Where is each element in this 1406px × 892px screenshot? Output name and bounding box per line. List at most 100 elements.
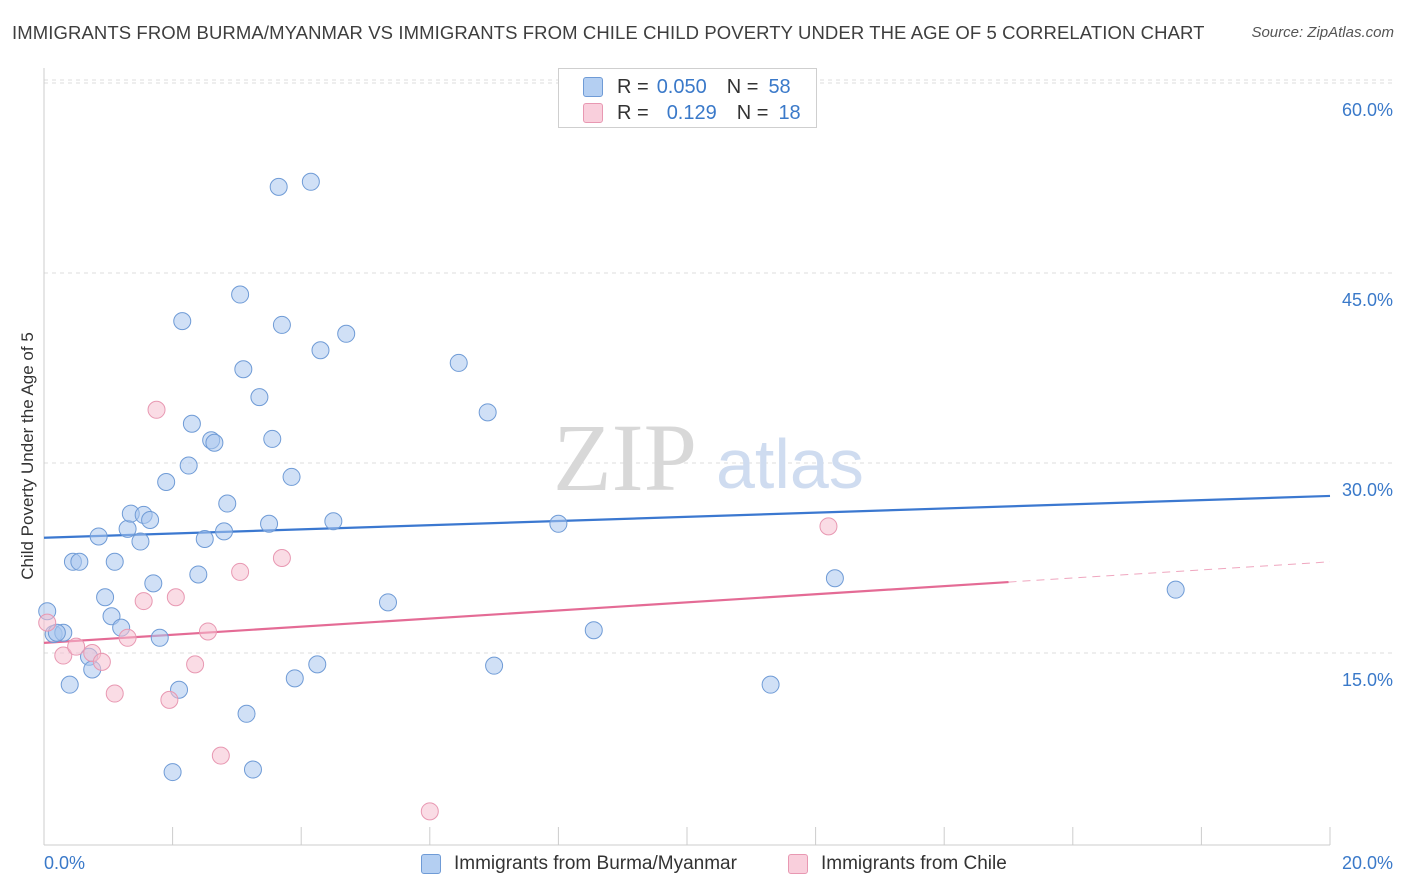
point-chile	[147, 400, 166, 419]
legend-r-value: 0.050	[656, 75, 707, 98]
legend-n-value: 18	[778, 101, 801, 124]
point-burma	[761, 675, 780, 694]
point-burma	[70, 552, 89, 571]
bottom-legend-label: Immigrants from Chile	[821, 853, 1007, 874]
point-burma	[285, 669, 304, 688]
point-burma	[324, 512, 343, 531]
point-burma	[269, 177, 288, 196]
watermark: ZIP atlas	[553, 404, 864, 511]
point-burma	[584, 621, 603, 640]
legend-r-value: 0.129	[666, 101, 717, 124]
bottom-legend-swatch-blue-icon	[421, 854, 441, 874]
point-burma	[189, 565, 208, 584]
point-burma	[89, 527, 108, 546]
point-chile	[166, 588, 185, 607]
trend-line-burma	[43, 494, 1331, 539]
point-burma	[157, 473, 176, 491]
x-tick-label: 0.0%	[44, 853, 85, 873]
point-burma	[1166, 580, 1185, 599]
point-burma	[118, 519, 137, 538]
point-burma	[308, 655, 327, 674]
legend-n-label: N =	[736, 101, 769, 124]
point-burma	[272, 315, 291, 334]
axes	[43, 68, 1331, 846]
x-tick-label: 20.0%	[1342, 853, 1393, 873]
point-burma	[141, 511, 160, 529]
point-burma	[215, 522, 234, 541]
tick-labels: 15.0% 30.0% 45.0% 60.0% 0.0% 20.0%	[44, 100, 1393, 873]
point-chile	[118, 628, 137, 647]
legend-r-label: R =	[617, 75, 649, 98]
point-chile	[54, 646, 73, 665]
point-chile	[819, 517, 838, 536]
chart-title: IMMIGRANTS FROM BURMA/MYANMAR VS IMMIGRA…	[12, 22, 1205, 43]
point-burma	[311, 341, 330, 360]
data-points	[38, 172, 1185, 821]
point-burma	[105, 552, 124, 571]
point-chile	[272, 549, 291, 567]
point-burma	[549, 514, 568, 533]
legend-row-chile: R = 0.129 N = 18	[583, 100, 801, 126]
point-burma	[250, 388, 269, 407]
point-burma	[337, 324, 356, 343]
point-burma	[195, 530, 214, 548]
point-burma	[449, 353, 468, 372]
point-burma	[163, 763, 182, 782]
bottom-legend-burma: Immigrants from Burma/Myanmar	[421, 852, 737, 876]
point-burma	[173, 312, 192, 331]
legend-r-label: R =	[617, 101, 649, 124]
bottom-legend-swatch-pink-icon	[788, 854, 808, 874]
point-chile	[160, 690, 179, 709]
point-chile	[231, 562, 250, 581]
point-burma	[282, 467, 301, 486]
point-chile	[186, 655, 205, 674]
point-burma	[379, 593, 398, 612]
point-chile	[134, 592, 153, 611]
point-burma	[96, 588, 115, 607]
point-burma	[260, 514, 279, 533]
point-burma	[478, 403, 497, 422]
y-tick-label: 30.0%	[1342, 480, 1393, 500]
point-chile	[67, 637, 86, 656]
legend-n-value: 58	[768, 75, 791, 98]
point-burma	[179, 456, 198, 475]
point-burma	[237, 704, 256, 723]
point-chile	[211, 746, 230, 765]
point-burma	[485, 656, 504, 675]
bottom-legend-label: Immigrants from Burma/Myanmar	[454, 853, 737, 874]
trend-line-chile	[43, 580, 1009, 644]
point-chile	[38, 613, 57, 632]
point-chile	[105, 684, 124, 703]
legend-swatch-pink-icon	[583, 103, 603, 123]
bottom-legend-chile: Immigrants from Chile	[788, 852, 1007, 876]
point-burma	[205, 433, 224, 452]
y-tick-label: 60.0%	[1342, 100, 1393, 120]
point-chile	[92, 652, 111, 671]
point-burma	[263, 429, 282, 448]
point-burma	[144, 574, 163, 593]
point-burma	[60, 675, 79, 694]
point-burma	[131, 532, 150, 551]
y-axis-label: Child Poverty Under the Age of 5	[18, 332, 37, 580]
point-burma	[234, 360, 253, 379]
point-burma	[825, 569, 844, 588]
y-tick-label: 45.0%	[1342, 290, 1393, 310]
correlation-legend: R = 0.050 N = 58 R = 0.129 N = 18	[558, 68, 817, 128]
watermark-atlas: atlas	[716, 425, 864, 503]
legend-swatch-blue-icon	[583, 77, 603, 97]
point-burma	[243, 760, 262, 779]
legend-n-label: N =	[726, 75, 759, 98]
point-burma	[150, 628, 169, 647]
point-chile	[420, 802, 439, 821]
point-burma	[301, 172, 320, 191]
trend-line-chile-extension	[1008, 561, 1331, 583]
point-burma	[218, 494, 237, 513]
point-burma	[182, 414, 201, 433]
y-tick-label: 15.0%	[1342, 670, 1393, 690]
watermark-zip: ZIP	[553, 404, 697, 511]
point-burma	[231, 285, 250, 304]
source-credit: Source: ZipAtlas.com	[1251, 24, 1394, 41]
point-chile	[198, 622, 217, 641]
legend-row-burma: R = 0.050 N = 58	[583, 74, 791, 100]
